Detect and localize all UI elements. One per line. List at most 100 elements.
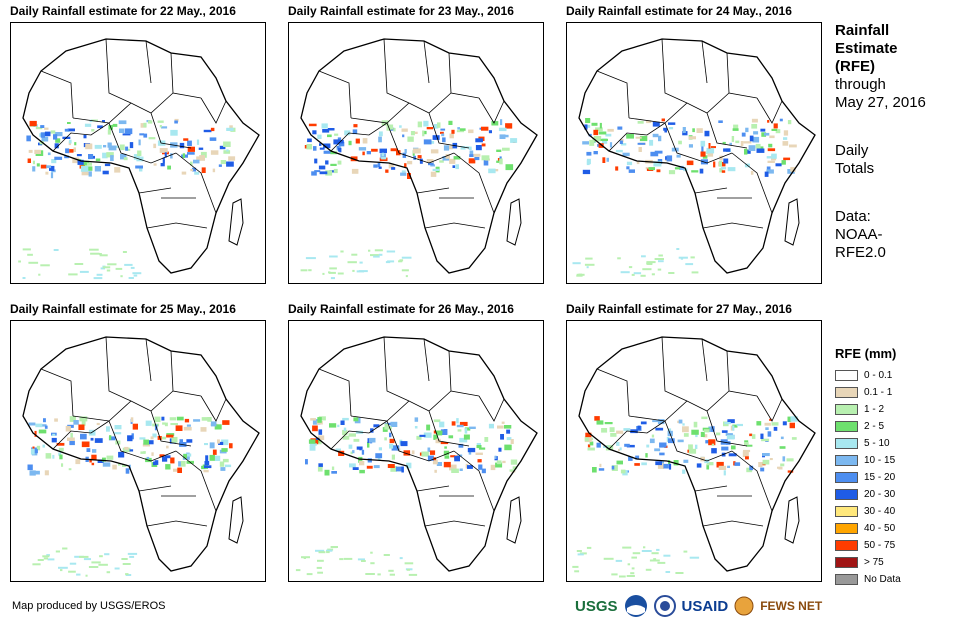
- rain-cell: [706, 462, 714, 466]
- rain-cell: [768, 143, 773, 148]
- rain-cell: [96, 422, 100, 426]
- rain-cell: [300, 269, 308, 272]
- rain-cell: [481, 126, 489, 131]
- rain-cell: [727, 167, 736, 172]
- rain-cell: [777, 466, 782, 469]
- rain-cell: [780, 463, 785, 467]
- rain-cell: [783, 137, 788, 140]
- rain-cell: [124, 446, 129, 450]
- rain-cell: [339, 558, 344, 561]
- rain-cell: [623, 428, 631, 431]
- rain-cell: [368, 437, 376, 443]
- rain-cell: [423, 120, 429, 127]
- rain-cell: [88, 566, 99, 568]
- rain-cell: [646, 120, 652, 124]
- rain-cell: [488, 423, 494, 429]
- rain-cell: [401, 269, 409, 272]
- rain-cell: [423, 139, 432, 145]
- rain-cell: [30, 448, 35, 455]
- country-border: [72, 92, 174, 124]
- rain-cell: [391, 445, 400, 451]
- rain-cell: [478, 447, 486, 450]
- rain-cell: [79, 270, 89, 273]
- rain-cell: [377, 573, 381, 576]
- rain-cell: [106, 426, 110, 432]
- rainfall-map: [288, 320, 544, 582]
- rain-cell: [753, 131, 759, 135]
- rain-cell: [317, 134, 322, 139]
- rain-cell: [95, 158, 101, 162]
- rain-cell: [601, 428, 608, 433]
- country-border: [108, 122, 177, 164]
- rain-cell: [603, 557, 614, 560]
- rain-cell: [640, 421, 647, 425]
- legend-item: No Data: [835, 571, 960, 588]
- rain-cell: [649, 438, 655, 444]
- rain-cell: [427, 455, 434, 461]
- country-border: [416, 187, 450, 194]
- rain-cell: [104, 163, 111, 167]
- rain-cell: [586, 151, 592, 156]
- rain-cell: [137, 150, 142, 156]
- rain-cell: [652, 133, 659, 138]
- rain-cell: [67, 437, 75, 441]
- rain-cell: [166, 445, 169, 449]
- rain-cell: [729, 142, 732, 146]
- rain-cell: [325, 170, 333, 176]
- rain-cell: [733, 461, 736, 466]
- rain-cell: [416, 435, 422, 440]
- country-border: [423, 338, 430, 382]
- country-border: [428, 410, 470, 447]
- rain-cell: [53, 134, 58, 140]
- country-border: [150, 112, 192, 149]
- rain-cell: [389, 432, 392, 438]
- rain-cell: [181, 171, 187, 175]
- rain-cell: [350, 451, 353, 455]
- rain-cell: [750, 170, 754, 175]
- rain-cell: [633, 272, 642, 275]
- rain-cell: [335, 448, 341, 451]
- rain-cell: [456, 130, 465, 133]
- country-border: [596, 368, 630, 417]
- rain-cell: [452, 165, 456, 168]
- rain-cell: [384, 437, 387, 441]
- rain-cell: [324, 469, 330, 476]
- rain-cell: [624, 443, 630, 447]
- rain-cell: [44, 131, 51, 137]
- rain-cell: [641, 550, 652, 552]
- rain-cell: [143, 439, 149, 445]
- rain-cell: [668, 127, 674, 130]
- rain-cell: [308, 269, 312, 272]
- rain-cell: [132, 272, 142, 275]
- rain-cell: [468, 451, 472, 455]
- rain-cell: [199, 155, 205, 161]
- rain-cell: [35, 126, 43, 130]
- rain-cell: [367, 438, 370, 443]
- rain-cell: [659, 442, 667, 448]
- rain-cell: [170, 457, 175, 464]
- rain-cell: [593, 129, 599, 136]
- data-source-line: Data:: [835, 208, 871, 225]
- rain-cell: [490, 464, 496, 471]
- rain-cell: [96, 273, 103, 276]
- rain-cell: [635, 136, 642, 139]
- rain-cell: [337, 160, 342, 165]
- legend-item: 5 - 10: [835, 435, 960, 452]
- rain-cell: [54, 143, 59, 149]
- rain-cell: [314, 170, 321, 173]
- rain-cell: [436, 432, 443, 436]
- rain-cell: [430, 149, 439, 154]
- rain-cell: [657, 463, 665, 469]
- rain-cell: [301, 556, 310, 559]
- rain-cell: [41, 136, 49, 142]
- rain-cell: [107, 129, 111, 135]
- country-border: [40, 368, 74, 417]
- rain-cell: [414, 426, 418, 429]
- country-border: [330, 420, 388, 450]
- rain-cell: [641, 255, 646, 258]
- rain-cell: [125, 468, 130, 474]
- rain-cell: [475, 138, 483, 143]
- rainfall-map: [10, 22, 266, 284]
- rain-cell: [161, 436, 167, 440]
- rain-cell: [361, 560, 366, 562]
